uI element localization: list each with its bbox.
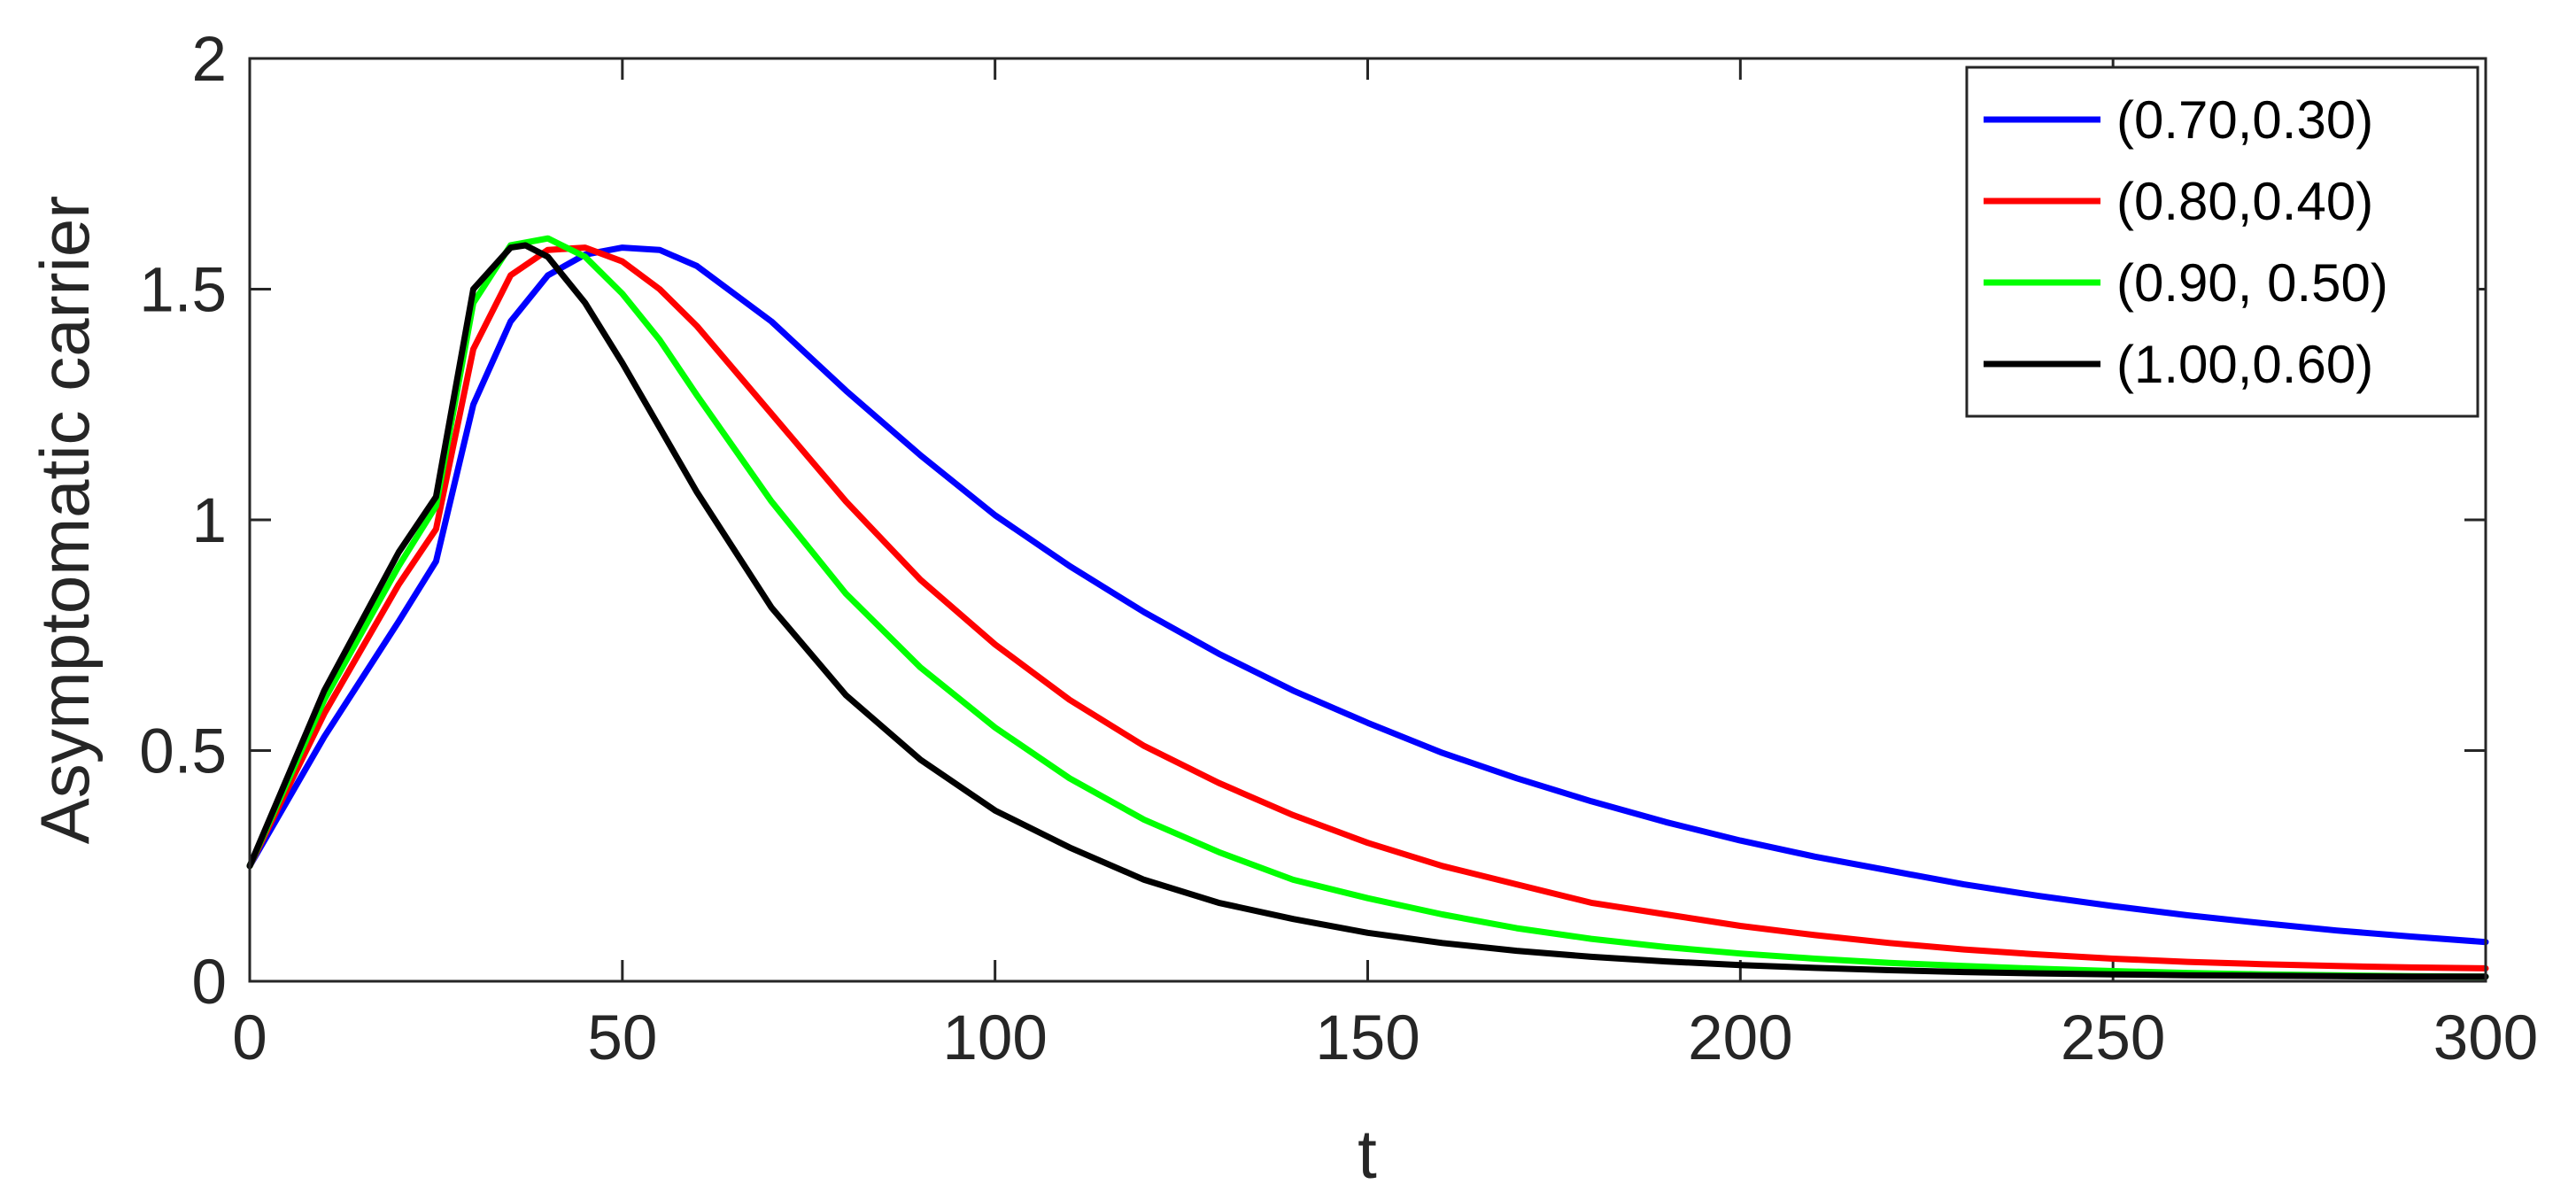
legend-label-2: (0.80,0.40): [2116, 172, 2373, 231]
y-tick-label: 2: [192, 25, 228, 95]
x-tick-label: 50: [587, 1003, 657, 1073]
y-tick-label: 0: [192, 948, 228, 1018]
x-tick-label: 150: [1315, 1003, 1420, 1073]
series-layer: [246, 235, 2489, 980]
y-tick-label: 0.5: [139, 717, 227, 787]
x-tick-labels: 0 50 100 150 200 250 300: [232, 1003, 2538, 1073]
series-line-1: [246, 244, 2489, 946]
legend: (0.70,0.30) (0.80,0.40) (0.90, 0.50) (1.00,…: [1965, 66, 2479, 418]
series-line-4: [246, 242, 2489, 980]
y-tick-label: 1.5: [139, 256, 227, 326]
series-line-3: [246, 235, 2489, 980]
y-axis-label: Asymptomatic carrier: [26, 196, 104, 844]
legend-label-3: (0.90, 0.50): [2116, 253, 2388, 313]
series-line-2: [246, 244, 2489, 972]
legend-label-1: (0.70,0.30): [2116, 90, 2373, 150]
legend-box: [1965, 66, 2479, 418]
x-axis-label: t: [1358, 1115, 1377, 1193]
y-tick-label: 1: [192, 486, 228, 556]
x-tick-label: 300: [2433, 1003, 2538, 1073]
x-tick-label: 200: [1688, 1003, 1792, 1073]
legend-label-4: (1.00,0.60): [2116, 335, 2373, 394]
x-tick-label: 100: [942, 1003, 1047, 1073]
x-tick-label: 250: [2061, 1003, 2165, 1073]
x-tick-label: 0: [232, 1003, 267, 1073]
y-tick-labels: 0 0.5 1 1.5 2: [139, 25, 227, 1018]
plot-frame: [248, 57, 2487, 983]
